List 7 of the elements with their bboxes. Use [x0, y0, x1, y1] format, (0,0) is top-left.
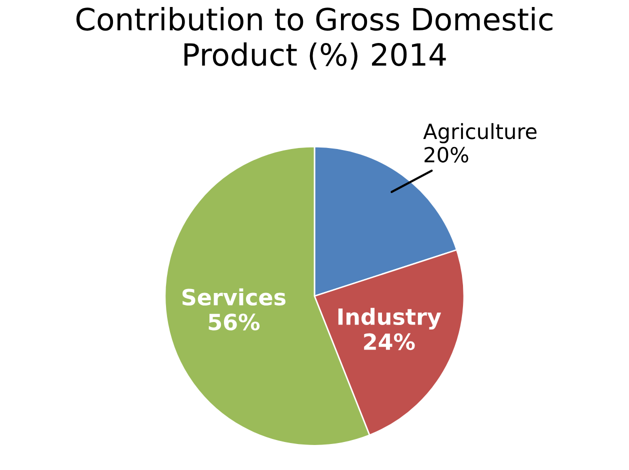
data-label: 24% [364, 333, 415, 350]
slice-label: Services [182, 288, 286, 306]
data-label: 20% [424, 146, 468, 163]
chart-title: Contribution to Gross Domestic Product (%) 2014 [76, 7, 552, 70]
slice-label: Agriculture [423, 123, 537, 144]
data-label: 56% [208, 314, 260, 330]
slice-label: Industry [338, 308, 442, 330]
